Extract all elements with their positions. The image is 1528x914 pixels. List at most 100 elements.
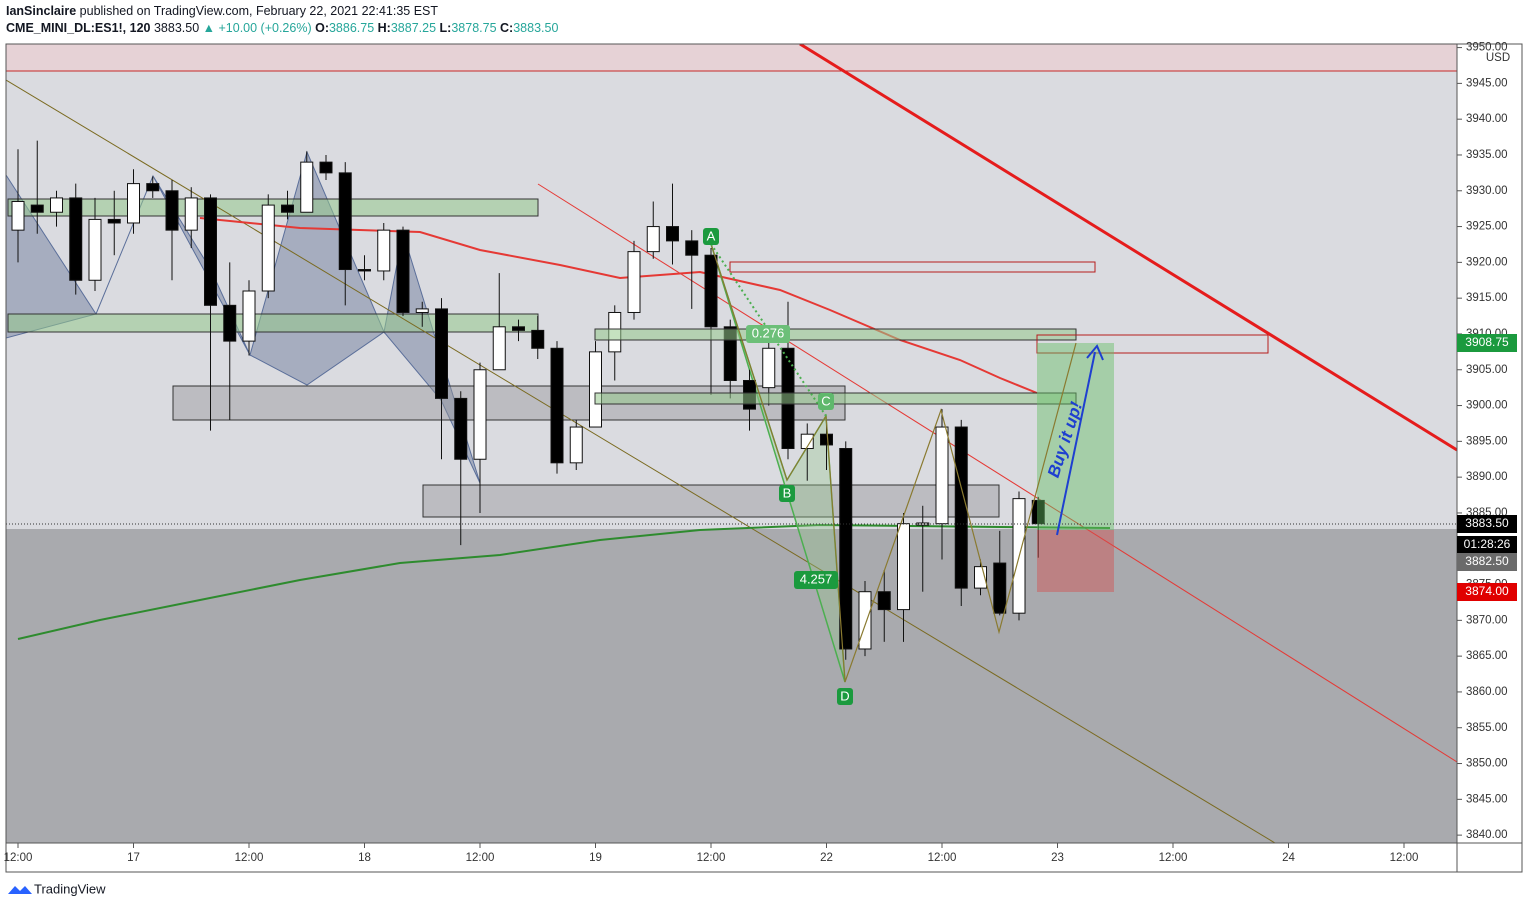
candle-body [954, 426, 968, 589]
candle-body [897, 523, 910, 611]
long-stop [1037, 530, 1114, 592]
candle-body [993, 562, 1007, 614]
symbol-line: CME_MINI_DL:ES1!, 120 3883.50 ▲ +10.00 (… [6, 21, 558, 35]
plot-area: A B C D 0.276 4.257 Buy it up! [6, 44, 1457, 843]
x-tick-label: 18 [358, 852, 371, 864]
candle-body [223, 304, 237, 342]
candle-body [88, 218, 102, 281]
candle-body [242, 290, 256, 342]
price-tag [1457, 334, 1517, 352]
candle-body [820, 433, 833, 446]
arrow-head [1086, 344, 1104, 361]
zone-box [729, 261, 1096, 273]
candle-body [800, 433, 814, 450]
price-tag-text: 3883.50 [1465, 516, 1509, 530]
moving-average [199, 217, 1038, 394]
label-box [794, 571, 838, 589]
moving-average [17, 523, 1111, 640]
candle-body [627, 251, 641, 313]
price-tag [1457, 583, 1517, 601]
zone-box [594, 328, 1077, 341]
candle-body [935, 426, 949, 525]
candle-body [916, 522, 930, 526]
candle-body [646, 226, 660, 253]
y-tick-label: 3935.00 [1466, 149, 1508, 161]
point-label: A [707, 228, 716, 243]
l-label: L: [440, 21, 452, 35]
top-zone [6, 44, 1457, 71]
time-axis: 12:00 17 12:00 18 12:00 19 12:00 22 12:00 23 12:00… [4, 843, 1419, 864]
y-tick-label: 3900.00 [1466, 400, 1508, 412]
candle-body [877, 591, 891, 611]
candle-body [685, 240, 699, 256]
candle-body [666, 226, 679, 242]
lower-zone [6, 529, 1457, 843]
price-tag [1457, 553, 1517, 571]
y-tick-label: 3925.00 [1466, 221, 1508, 233]
candle-body [127, 183, 140, 224]
h-value: 3887.25 [391, 21, 436, 35]
price-axis: 3840.00 3845.00 3850.00 3855.00 3860.00 3865.… [1457, 42, 1508, 841]
zone-box [594, 392, 1077, 405]
trend-line [799, 44, 1457, 452]
y-tick-label: 3940.00 [1466, 113, 1508, 125]
y-tick-label: 3860.00 [1466, 686, 1508, 698]
header-line: IanSinclaire published on TradingView.co… [6, 4, 438, 18]
candle-body [50, 197, 63, 213]
pattern-line [710, 243, 1077, 683]
point-label: C [821, 393, 830, 408]
candles [11, 140, 1045, 660]
point-label: D [840, 688, 849, 703]
change: ▲ +10.00 (+0.26%) [203, 21, 312, 35]
candle-body [839, 448, 853, 650]
price-tag-text: 3874.00 [1465, 584, 1509, 598]
point-label: B [783, 485, 792, 500]
x-tick-label: 12:00 [4, 852, 33, 864]
x-tick-label: 12:00 [1390, 852, 1419, 864]
price-tag-text: 3908.75 [1465, 335, 1509, 349]
x-tick-label: 12:00 [235, 852, 264, 864]
label-box [837, 688, 853, 705]
candle-body [30, 204, 44, 213]
long-target [1037, 343, 1114, 530]
y-tick-label: 3845.00 [1466, 793, 1508, 805]
y-tick-label: 3870.00 [1466, 614, 1508, 626]
candle-body [107, 218, 121, 224]
price-tag [1457, 515, 1517, 533]
candle-body [261, 204, 275, 292]
zone-box [1036, 334, 1269, 354]
x-tick-label: 23 [1051, 852, 1064, 864]
candle-body [492, 326, 506, 371]
footer-brand: TradingView [34, 881, 106, 896]
x-tick-label: 12:00 [1159, 852, 1188, 864]
y-tick-label: 3945.00 [1466, 77, 1508, 89]
x-tick-label: 12:00 [928, 852, 957, 864]
candle-body [531, 329, 545, 349]
zone-box [7, 313, 539, 333]
candle-body [377, 229, 391, 272]
y-tick-label: 3855.00 [1466, 722, 1508, 734]
candle-body [165, 190, 179, 231]
price-tag-text: 3882.50 [1465, 554, 1509, 568]
candle-body [704, 254, 718, 328]
candle-body [415, 308, 429, 313]
y-tick-label: 3930.00 [1466, 185, 1508, 197]
y-tick-label: 3850.00 [1466, 758, 1508, 770]
trend-line [6, 79, 1276, 843]
x-tick-label: 24 [1282, 852, 1295, 864]
y-tick-label: 3915.00 [1466, 292, 1508, 304]
candle-body [396, 229, 410, 313]
ratio-label: 0.276 [752, 325, 785, 340]
author: IanSinclaire [6, 4, 76, 18]
candle-body [11, 201, 25, 231]
y-tick-label: 3840.00 [1466, 829, 1508, 841]
ratio-label: 4.257 [800, 571, 833, 586]
y-tick-label: 3890.00 [1466, 471, 1508, 483]
l-value: 3878.75 [451, 21, 496, 35]
candle-body [550, 347, 564, 464]
x-tick-label: 22 [820, 852, 833, 864]
frame [5, 43, 1523, 873]
x-tick-label: 12:00 [466, 852, 495, 864]
x-tick-label: 19 [589, 852, 602, 864]
